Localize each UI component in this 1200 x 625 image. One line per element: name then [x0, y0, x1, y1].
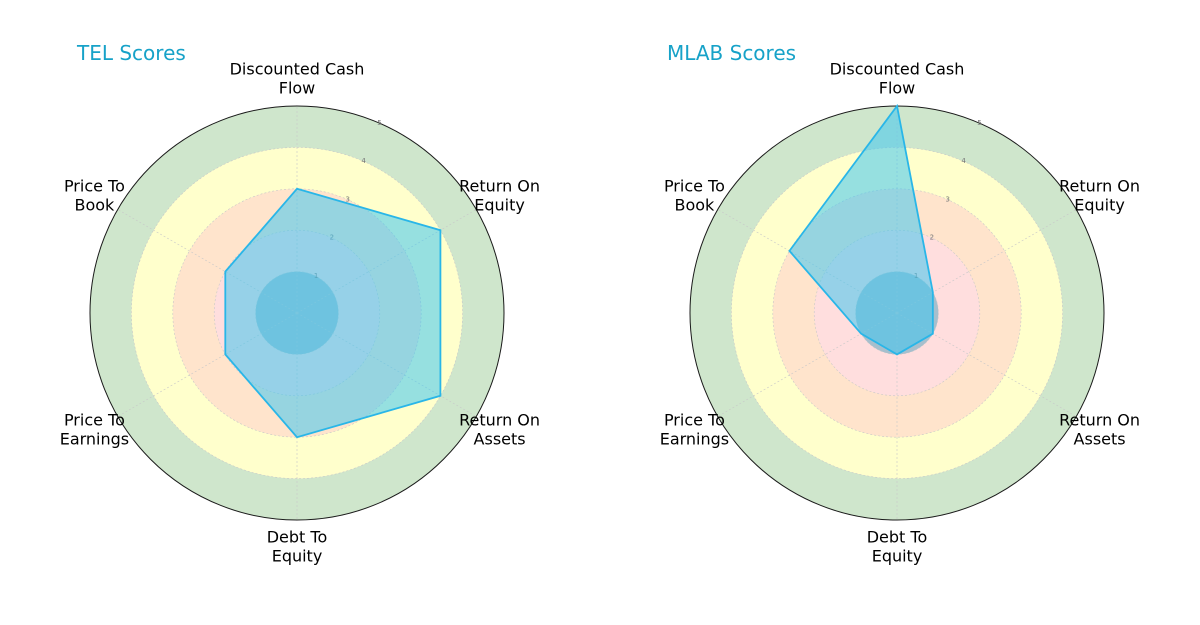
mlab-axis-label-1: Return On Equity [1059, 177, 1140, 215]
mlab-axis-label-4: Price To Earnings [660, 410, 729, 448]
mlab-spoke-1 [896, 209, 1077, 314]
mlab-tick-label-3: 3 [946, 195, 950, 203]
mlab-spoke-2 [896, 312, 1077, 417]
tel-spoke-2 [296, 312, 477, 417]
mlab-tick-label-4: 4 [961, 157, 966, 165]
tel-tick-label-4: 4 [361, 157, 366, 165]
mlab-axis-label-5: Price To Book [664, 177, 725, 215]
mlab-tick-label-5: 5 [977, 119, 981, 127]
tel-axis-label-2: Return On Assets [459, 410, 540, 448]
tel-outer-border [89, 105, 505, 521]
mlab-spoke-5 [717, 209, 898, 314]
tel-chart-title: TEL Scores [76, 41, 186, 65]
tel-spoke-4 [117, 312, 298, 417]
mlab-axis-label-3: Debt To Equity [867, 527, 928, 565]
mlab-chart-title: MLAB Scores [667, 41, 796, 65]
mlab-axis-label-0: Discounted Cash Flow [830, 60, 965, 98]
mlab-axis-label-2: Return On Assets [1059, 410, 1140, 448]
tel-axis-label-1: Return On Equity [459, 177, 540, 215]
tel-axis-label-4: Price To Earnings [60, 410, 129, 448]
tel-axis-label-0: Discounted Cash Flow [230, 60, 365, 98]
mlab-spoke-4 [717, 312, 898, 417]
tel-series-polygon-0 [224, 187, 442, 439]
mlab-tick-label-2: 2 [930, 234, 934, 242]
tel-spoke-5 [117, 209, 298, 314]
tel-tick-label-3: 3 [346, 195, 350, 203]
tel-spoke-1 [296, 209, 477, 314]
mlab-series-polygon-0 [788, 103, 934, 356]
tel-axis-label-5: Price To Book [64, 177, 125, 215]
tel-tick-label-5: 5 [377, 119, 381, 127]
tel-axis-label-3: Debt To Equity [267, 527, 328, 565]
